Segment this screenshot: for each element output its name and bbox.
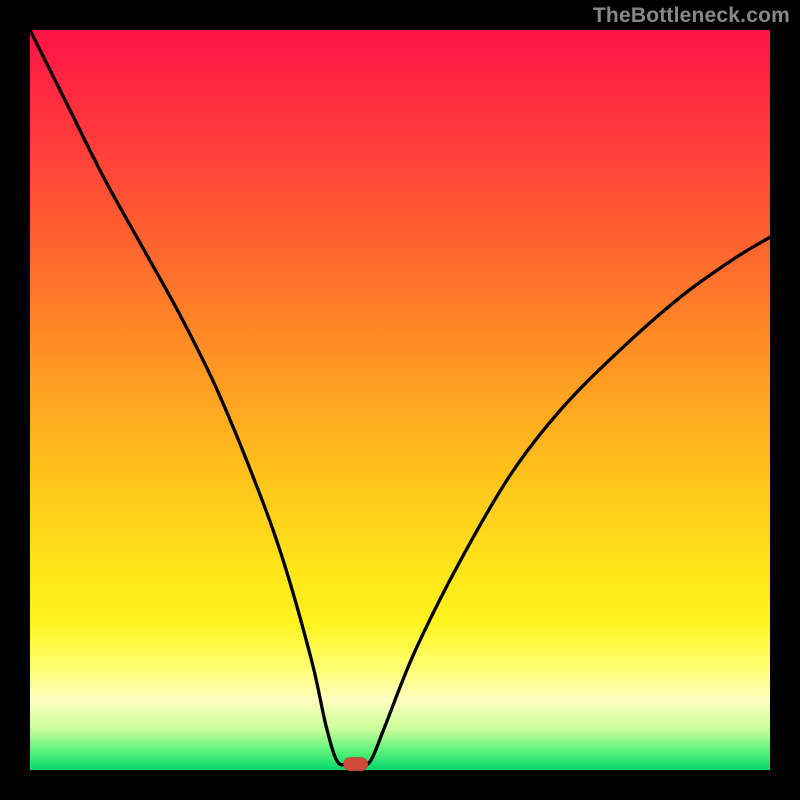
- bottleneck-chart: [0, 0, 800, 800]
- optimum-marker: [343, 757, 367, 770]
- plot-background: [30, 30, 770, 770]
